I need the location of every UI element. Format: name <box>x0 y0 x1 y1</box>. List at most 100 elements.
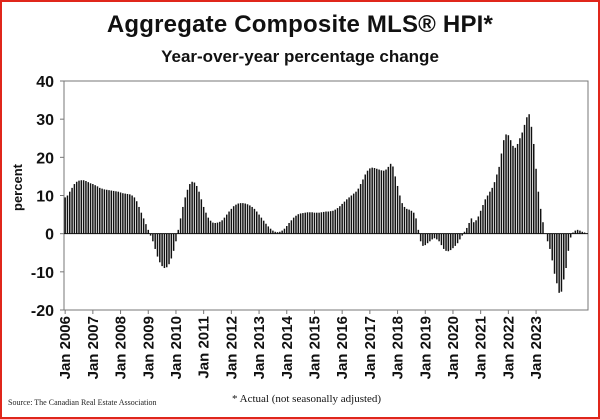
bar <box>295 215 297 234</box>
bar <box>276 232 279 234</box>
bar <box>563 233 565 280</box>
bar <box>325 211 327 234</box>
bar <box>253 208 256 234</box>
bar <box>486 195 489 234</box>
bar <box>433 233 436 239</box>
x-tick-label: Jan 2009 <box>140 316 157 379</box>
bar <box>537 191 540 234</box>
bar <box>475 220 477 234</box>
bar <box>378 169 380 234</box>
bar <box>260 217 263 234</box>
bar <box>521 132 523 234</box>
x-tick-label: Jan 2012 <box>223 316 240 379</box>
bar <box>267 226 270 234</box>
bar <box>108 190 110 234</box>
x-tick-label: Jan 2011 <box>196 316 213 379</box>
bar <box>156 233 159 257</box>
bar <box>135 201 138 234</box>
bar <box>138 206 140 234</box>
bar <box>184 197 186 234</box>
bar <box>230 208 233 234</box>
bar <box>565 233 567 269</box>
bar <box>343 201 346 234</box>
x-tick-label: Jan 2021 <box>473 316 490 379</box>
bar <box>424 233 426 246</box>
bar <box>350 195 353 234</box>
bar <box>366 170 369 234</box>
bar <box>412 212 415 234</box>
bar <box>126 193 129 234</box>
bar <box>165 233 168 268</box>
bar <box>189 184 191 234</box>
bar <box>216 222 219 234</box>
bar <box>359 184 362 234</box>
bar <box>382 170 385 234</box>
bar <box>288 222 290 234</box>
bar <box>429 233 431 242</box>
bar <box>477 216 480 234</box>
bar <box>129 194 131 234</box>
bar <box>89 183 92 234</box>
bar <box>500 153 503 234</box>
bar <box>92 184 94 234</box>
bar <box>202 206 205 234</box>
bar <box>482 205 484 234</box>
bar <box>461 233 463 236</box>
x-tick-label: Jan 2017 <box>362 316 379 379</box>
bar <box>426 233 429 244</box>
bar <box>496 174 498 234</box>
x-tick-label: Jan 2018 <box>390 316 407 379</box>
bar <box>387 166 390 234</box>
x-tick-label: Jan 2013 <box>251 316 268 379</box>
bar <box>168 233 170 265</box>
bar <box>212 222 214 234</box>
bar <box>442 233 445 249</box>
bar <box>318 212 320 234</box>
bar <box>468 222 470 234</box>
bar <box>385 169 387 234</box>
bar <box>551 233 553 261</box>
bar <box>87 182 89 234</box>
bar <box>226 214 228 234</box>
bar <box>447 233 450 252</box>
bar <box>509 140 512 234</box>
bar <box>567 233 570 251</box>
bar <box>69 191 71 234</box>
bar <box>408 209 410 234</box>
bar <box>149 233 152 236</box>
bar <box>297 214 300 234</box>
bar <box>159 233 161 263</box>
bar <box>200 199 203 234</box>
bar <box>239 203 242 234</box>
bar <box>373 168 376 234</box>
bar <box>110 190 113 234</box>
bar <box>193 182 196 234</box>
bar <box>560 233 563 292</box>
bar <box>581 231 583 234</box>
bar <box>223 217 226 234</box>
bar <box>177 229 180 234</box>
x-tick-label: Jan 2015 <box>306 316 323 379</box>
bar <box>304 212 306 234</box>
bar <box>265 223 267 234</box>
bar <box>96 186 99 234</box>
bar <box>355 191 357 234</box>
bar <box>75 181 78 234</box>
bar <box>410 210 413 234</box>
bar <box>209 220 212 234</box>
x-tick-label: Jan 2007 <box>85 316 102 379</box>
bar <box>244 203 246 234</box>
bar <box>523 124 526 234</box>
bar <box>214 222 216 234</box>
bar <box>371 167 373 234</box>
x-tick-label: Jan 2019 <box>417 316 434 379</box>
bar <box>419 233 422 242</box>
bar <box>85 181 87 234</box>
bar <box>505 134 507 234</box>
bar <box>154 233 156 249</box>
bar <box>403 206 406 234</box>
bar <box>489 191 491 234</box>
bar <box>445 233 447 251</box>
bar <box>454 233 457 246</box>
bar <box>583 232 586 234</box>
